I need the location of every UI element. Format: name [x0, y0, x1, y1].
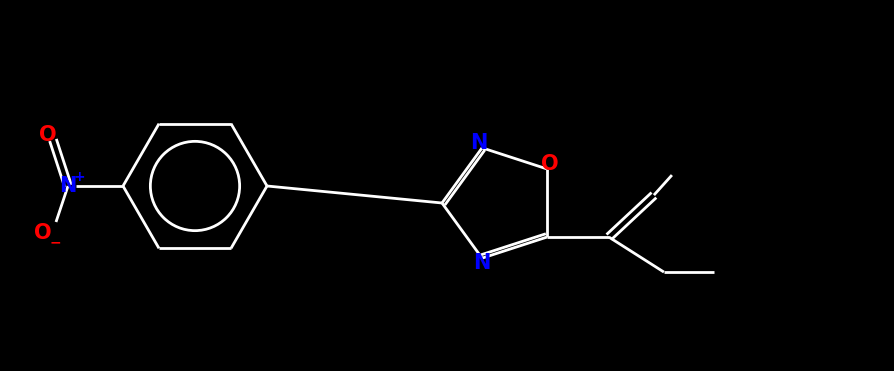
Text: N: N: [59, 176, 77, 196]
Text: −: −: [49, 235, 61, 249]
Text: O: O: [34, 223, 52, 243]
Text: N: N: [470, 133, 487, 153]
Text: N: N: [473, 253, 490, 273]
Text: O: O: [541, 154, 558, 174]
Text: +: +: [73, 170, 85, 184]
Text: O: O: [39, 125, 56, 145]
